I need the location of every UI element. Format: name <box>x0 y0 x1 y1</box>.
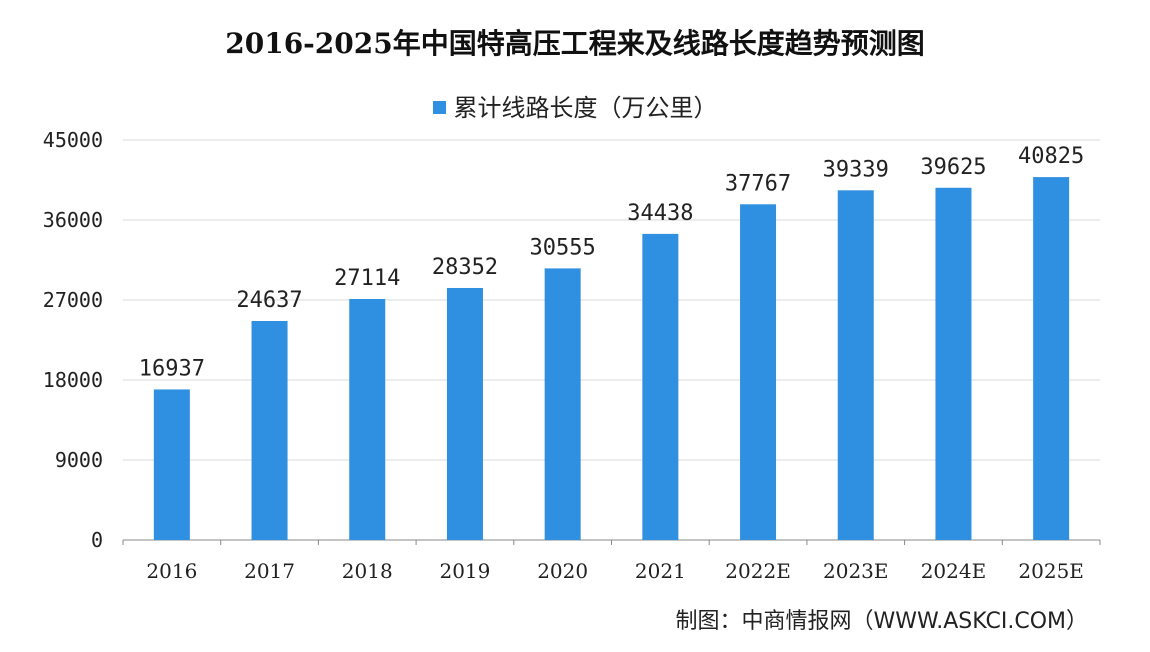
x-tick-label-2021: 2021 <box>635 559 686 583</box>
x-tick-label-2023E: 2023E <box>823 559 889 583</box>
y-tick-label-5: 45000 <box>43 128 103 152</box>
legend-label: 累计线路长度（万公里） <box>453 94 718 122</box>
label-layer: 0 9000 18000 27000 36000 45000 16937 2016 24637 2… <box>43 128 1084 583</box>
y-tick-label-3: 27000 <box>43 288 103 312</box>
chart-title: 2016-2025年中国特高压工程来及线路长度趋势预测图 <box>225 27 925 60</box>
bar-2016 <box>153 389 190 540</box>
data-label-2022E: 37767 <box>725 171 791 196</box>
y-tick-label-2: 18000 <box>43 368 103 392</box>
bar-2021 <box>642 233 679 540</box>
x-tick-label-2019: 2019 <box>439 559 490 583</box>
data-label-2017: 24637 <box>236 288 302 313</box>
data-label-2025E: 40825 <box>1018 144 1084 169</box>
bar-2023E <box>837 190 874 540</box>
bar-2019 <box>446 287 483 540</box>
bar-layer <box>153 177 1070 540</box>
bar-2020 <box>544 268 581 540</box>
legend: 累计线路长度（万公里） <box>0 88 1150 123</box>
bar-2018 <box>349 298 386 540</box>
data-label-2021: 34438 <box>627 201 693 226</box>
data-label-2016: 16937 <box>139 356 205 381</box>
data-label-2019: 28352 <box>432 255 498 280</box>
x-tick-label-2017: 2017 <box>244 559 295 583</box>
bar-2025E <box>1033 177 1070 540</box>
x-tick-label-2024E: 2024E <box>921 559 987 583</box>
x-tick-label-2018: 2018 <box>342 559 393 583</box>
data-label-2024E: 39625 <box>920 155 986 180</box>
bar-2022E <box>740 204 777 540</box>
source-note: 制图：中商情报网（WWW.ASKCI.COM） <box>675 609 1088 634</box>
bar-2017 <box>251 321 288 540</box>
data-label-2023E: 39339 <box>823 157 889 182</box>
y-tick-label-1: 9000 <box>55 448 103 472</box>
y-tick-label-0: 0 <box>91 528 103 552</box>
bar-2024E <box>935 187 972 540</box>
data-label-2018: 27114 <box>334 266 400 291</box>
x-tick-label-2025E: 2025E <box>1018 559 1084 583</box>
data-label-2020: 30555 <box>530 235 596 260</box>
x-tick-label-2022E: 2022E <box>725 559 791 583</box>
legend-swatch <box>432 100 446 114</box>
x-tick-label-2016: 2016 <box>146 559 197 583</box>
x-tick-label-2020: 2020 <box>537 559 588 583</box>
y-tick-label-4: 36000 <box>43 208 103 232</box>
